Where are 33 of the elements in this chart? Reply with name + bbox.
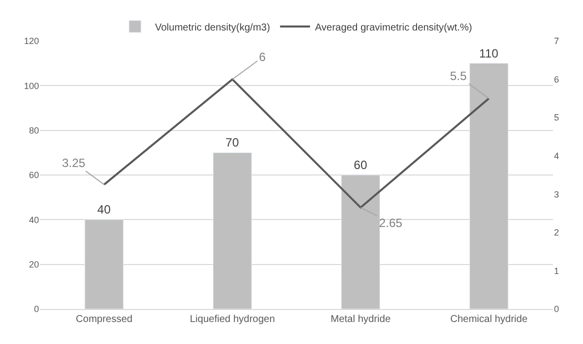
y-tick-label: 80 (28, 125, 39, 136)
data-label: 3.25 (62, 156, 86, 170)
y2-tick-label: 4 (554, 151, 560, 162)
y2-tick-label: 5 (554, 112, 560, 123)
bar (212, 152, 252, 309)
y2-tick-label: 6 (554, 74, 560, 84)
data-label: 6 (259, 50, 266, 64)
y2-tick-label: 1 (554, 266, 560, 276)
y-tick-label: 0 (34, 304, 39, 314)
y-tick-label: 40 (28, 214, 39, 225)
data-label: 60 (354, 158, 368, 172)
x-tick-label: Compressed (76, 314, 132, 325)
bar (341, 174, 380, 309)
y2-tick-label: 7 (554, 36, 560, 46)
y2-tick-label: 3 (554, 189, 560, 200)
legend-label: Volumetric density(kg/m3) (155, 22, 270, 34)
y-tick-label: 60 (28, 170, 39, 180)
y-tick-label: 120 (24, 36, 39, 46)
data-label: 70 (226, 136, 240, 150)
y2-tick-label: 0 (554, 304, 560, 314)
y-tick-label: 100 (24, 80, 39, 91)
bar (84, 219, 124, 309)
x-tick-label: Liquefied hydrogen (190, 314, 275, 325)
x-tick-label: Metal hydride (330, 314, 392, 325)
data-label: 2.65 (379, 216, 403, 230)
y-tick-label: 20 (28, 259, 39, 270)
data-label: 5.5 (450, 69, 468, 83)
bar (469, 63, 508, 309)
data-label: 110 (479, 46, 499, 60)
data-label: 40 (97, 202, 111, 217)
y2-tick-label: 2 (554, 228, 560, 238)
x-tick-label: Chemical hydride (450, 314, 528, 325)
legend-label: Averaged gravimetric density(wt.%) (315, 22, 472, 34)
